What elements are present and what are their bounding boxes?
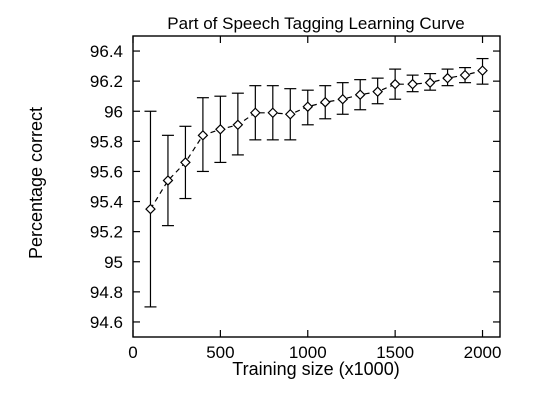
y-tick-label: 95.4 [90, 193, 123, 212]
y-tick-label: 96.4 [90, 42, 123, 61]
y-tick-label: 95 [104, 253, 123, 272]
data-point [197, 129, 209, 141]
x-tick-label: 1000 [289, 343, 327, 362]
y-tick-label: 96 [104, 102, 123, 121]
y-tick-label: 95.2 [90, 223, 123, 242]
data-point [389, 78, 401, 90]
series-line [149, 70, 483, 210]
y-tick-label: 95.8 [90, 132, 123, 151]
data-point [459, 69, 471, 81]
y-tick-label: 94.8 [90, 283, 123, 302]
data-point [180, 157, 191, 168]
data-point [162, 175, 174, 186]
data-point [477, 65, 488, 76]
data-point [145, 203, 156, 215]
data-point [354, 89, 366, 101]
data-point [442, 72, 453, 84]
data-point [302, 101, 314, 113]
plot-frame [132, 35, 501, 338]
data-point [215, 123, 226, 135]
data-point [267, 107, 279, 119]
plot-area: 0 500 1000 1500 2000 94.6 94.8 95 95.2 95.4 95.6 95… [90, 35, 502, 362]
x-tick-label: 500 [206, 343, 234, 362]
data-point [407, 78, 418, 90]
data-point [319, 96, 331, 108]
data-point [232, 119, 244, 131]
data-point [284, 108, 296, 120]
y-axis-label: Percentage correct [26, 107, 46, 259]
data-point [424, 77, 436, 89]
data-point [249, 107, 261, 119]
x-axis-label: Training size (x1000) [232, 359, 399, 379]
x-tick-label: 1500 [376, 343, 414, 362]
x-tick-label: 0 [128, 343, 137, 362]
x-tick-label: 2000 [464, 343, 502, 362]
y-tick-label: 96.2 [90, 72, 123, 91]
data-point [372, 86, 384, 98]
chart-title: Part of Speech Tagging Learning Curve [167, 14, 464, 33]
data-point [337, 93, 349, 105]
y-tick-label: 95.6 [90, 162, 123, 181]
y-tick-label: 94.6 [90, 313, 123, 332]
